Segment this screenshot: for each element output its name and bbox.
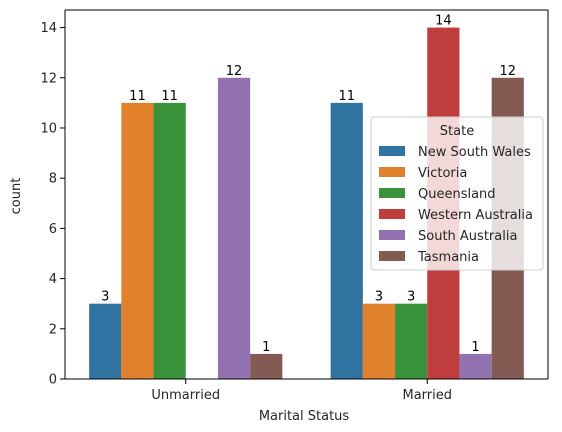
legend-swatch: [379, 188, 405, 198]
x-tick-label: Married: [402, 388, 452, 403]
bar-victoria-married: [362, 303, 396, 379]
legend-swatch: [379, 230, 405, 240]
bar-tasmania-unmarried: [250, 353, 283, 379]
bar-new-south-wales-unmarried: [89, 303, 122, 379]
data-label: 12: [499, 64, 516, 79]
data-label: 3: [407, 290, 415, 305]
legend-swatch: [379, 146, 405, 156]
data-label: 12: [226, 64, 243, 79]
bar-victoria-unmarried: [121, 102, 154, 379]
y-tick-label: 12: [40, 71, 57, 86]
data-label: 3: [375, 290, 383, 305]
y-tick-label: 4: [49, 272, 57, 287]
bar-queensland-unmarried: [153, 102, 186, 379]
data-label: 1: [471, 340, 479, 355]
legend-box: [370, 116, 544, 271]
bar-south-australia-unmarried: [217, 77, 251, 379]
data-label: 11: [129, 89, 146, 104]
legend: State New South Wales Victoria Queensland We…: [370, 116, 544, 271]
y-tick-label: 6: [49, 222, 57, 237]
data-label: 11: [338, 89, 355, 104]
y-tick-label: 2: [49, 322, 57, 337]
y-tick-label: 14: [40, 21, 57, 36]
y-tick-label: 10: [40, 121, 57, 136]
axes-layer: 0 2 4 6 8 10 12 14 Unmarried Married: [40, 9, 549, 403]
x-axis-label: Marital Status: [259, 409, 350, 424]
legend-entry: Tasmania: [417, 250, 479, 265]
data-label: 3: [101, 290, 109, 305]
y-tick-label: 8: [49, 172, 57, 187]
y-axis-label: count: [9, 178, 24, 215]
bar-south-australia-married: [459, 353, 492, 379]
legend-title: State: [440, 124, 474, 139]
legend-entry: Western Australia: [418, 208, 533, 223]
data-label: 14: [435, 14, 452, 29]
x-tick-label: Unmarried: [151, 388, 220, 403]
legend-swatch: [379, 209, 405, 219]
bar-queensland-married: [395, 303, 428, 379]
data-label: 1: [262, 340, 270, 355]
legend-swatch: [379, 167, 405, 177]
legend-swatch: [379, 251, 405, 261]
bar-new-south-wales-married: [330, 102, 363, 379]
legend-entry: New South Wales: [418, 145, 531, 160]
legend-entry: South Australia: [418, 229, 517, 244]
legend-entry: Queensland: [418, 187, 496, 202]
data-label: 11: [161, 89, 178, 104]
legend-entry: Victoria: [418, 166, 467, 181]
y-tick-label: 0: [49, 373, 57, 388]
